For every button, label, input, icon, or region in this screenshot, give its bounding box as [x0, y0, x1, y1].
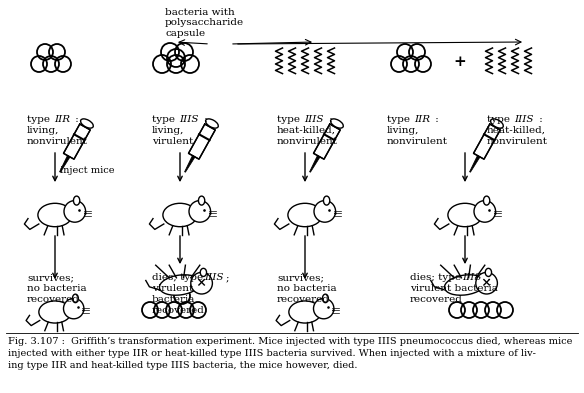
Text: type: type — [27, 115, 53, 124]
Ellipse shape — [39, 301, 71, 323]
Text: type: type — [487, 115, 513, 124]
Text: :: : — [72, 115, 79, 124]
Polygon shape — [185, 156, 195, 172]
Text: recovered: recovered — [277, 295, 330, 304]
Text: dies; type: dies; type — [152, 273, 206, 282]
Text: nonvirulent: nonvirulent — [27, 137, 88, 146]
Ellipse shape — [444, 275, 485, 295]
Text: type: type — [387, 115, 413, 124]
Ellipse shape — [289, 301, 321, 323]
Ellipse shape — [331, 119, 343, 128]
Ellipse shape — [200, 268, 207, 276]
Text: :: : — [201, 115, 208, 124]
Text: :: : — [326, 115, 333, 124]
Ellipse shape — [38, 203, 72, 227]
Text: bacteria with
polysaccharide
capsule: bacteria with polysaccharide capsule — [165, 8, 244, 38]
Ellipse shape — [485, 268, 492, 276]
Polygon shape — [474, 124, 500, 159]
Text: virulent: virulent — [152, 137, 193, 146]
Text: no bacteria: no bacteria — [277, 284, 336, 293]
Text: :: : — [536, 115, 543, 124]
Text: IIR: IIR — [54, 115, 70, 124]
Text: virulent: virulent — [152, 284, 193, 293]
Ellipse shape — [484, 196, 490, 205]
Ellipse shape — [206, 119, 218, 128]
Text: living,: living, — [387, 126, 419, 135]
Text: heat-killed,: heat-killed, — [277, 126, 336, 135]
Circle shape — [474, 200, 496, 222]
Text: survives;: survives; — [277, 273, 324, 282]
Polygon shape — [470, 156, 480, 172]
Ellipse shape — [322, 294, 328, 303]
Text: heat-killed,: heat-killed, — [487, 126, 546, 135]
Text: survives;: survives; — [27, 273, 74, 282]
Ellipse shape — [163, 203, 197, 227]
Text: +: + — [454, 55, 467, 69]
Text: IIIS: IIIS — [204, 273, 224, 282]
Polygon shape — [189, 124, 215, 159]
Text: recovered: recovered — [152, 306, 205, 315]
Text: type: type — [277, 115, 303, 124]
Circle shape — [314, 298, 334, 319]
Ellipse shape — [199, 196, 205, 205]
Text: inject mice: inject mice — [60, 166, 114, 175]
Text: nonvirulent: nonvirulent — [487, 137, 548, 146]
Ellipse shape — [324, 196, 330, 205]
Text: :: : — [484, 273, 491, 282]
Circle shape — [314, 200, 336, 222]
Text: IIIS: IIIS — [462, 273, 481, 282]
Text: :: : — [432, 115, 439, 124]
Text: bacteria: bacteria — [152, 295, 196, 304]
Circle shape — [64, 298, 84, 319]
Text: IIIS: IIIS — [179, 115, 199, 124]
Circle shape — [476, 272, 498, 294]
Text: type: type — [152, 115, 178, 124]
Text: no bacteria: no bacteria — [27, 284, 86, 293]
Text: nonvirulent: nonvirulent — [277, 137, 338, 146]
Circle shape — [191, 272, 213, 294]
Text: Fig. 3.107 :  Griffith’s transformation experiment. Mice injected with type IIIS: Fig. 3.107 : Griffith’s transformation e… — [8, 337, 572, 369]
Text: IIIS: IIIS — [304, 115, 324, 124]
Ellipse shape — [491, 119, 503, 128]
Polygon shape — [60, 156, 70, 172]
Text: recovered: recovered — [27, 295, 80, 304]
Text: recovered: recovered — [410, 295, 463, 304]
Circle shape — [64, 200, 86, 222]
Text: virulent bacteria: virulent bacteria — [410, 284, 498, 293]
Ellipse shape — [159, 275, 200, 295]
Polygon shape — [64, 124, 91, 159]
Text: living,: living, — [152, 126, 185, 135]
Text: IIIS: IIIS — [514, 115, 534, 124]
Text: dies; type: dies; type — [410, 273, 464, 282]
Polygon shape — [314, 124, 340, 159]
Circle shape — [189, 200, 211, 222]
Ellipse shape — [72, 294, 78, 303]
Ellipse shape — [288, 203, 322, 227]
Text: living,: living, — [27, 126, 60, 135]
Polygon shape — [310, 156, 320, 172]
Ellipse shape — [448, 203, 482, 227]
Text: IIR: IIR — [414, 115, 430, 124]
Text: nonvirulent: nonvirulent — [387, 137, 448, 146]
Ellipse shape — [81, 119, 93, 128]
Ellipse shape — [74, 196, 80, 205]
Text: ;: ; — [226, 273, 230, 282]
